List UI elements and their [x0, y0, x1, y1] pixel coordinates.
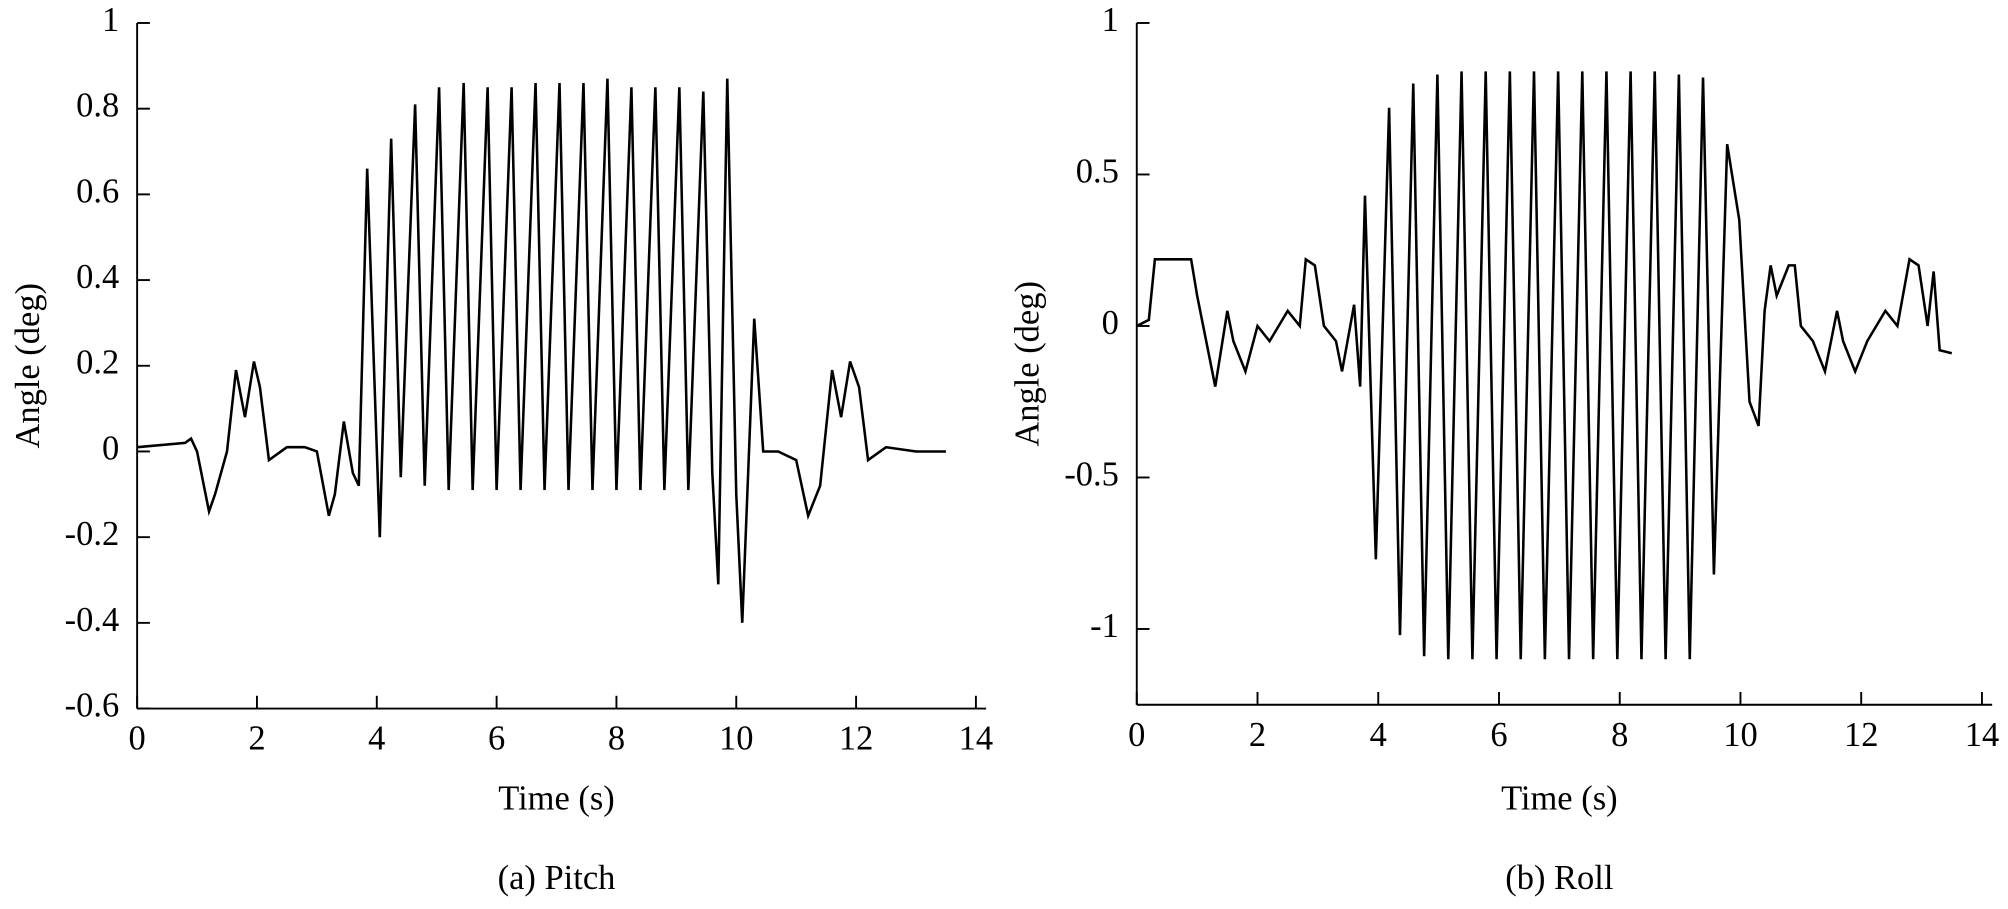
- x-tick-label: 0: [1128, 716, 1145, 754]
- y-tick-label: -0.5: [1064, 455, 1119, 493]
- y-tick-label: 0: [1102, 304, 1119, 342]
- y-tick-label: 0.6: [76, 172, 119, 210]
- x-tick-label: 12: [839, 720, 873, 758]
- y-tick-label: 0.8: [76, 87, 119, 125]
- x-tick-label: 10: [719, 720, 753, 758]
- x-tick-label: 14: [959, 720, 993, 758]
- x-tick-label: 8: [1611, 716, 1628, 754]
- y-axis-label: Angle (deg): [1009, 281, 1047, 447]
- caption: (a) Pitch: [498, 859, 616, 897]
- y-tick-label: 1: [1102, 1, 1119, 39]
- x-tick-label: 10: [1723, 716, 1757, 754]
- y-tick-label: 0: [102, 429, 119, 467]
- x-tick-label: 8: [608, 720, 625, 758]
- x-axis-label: Time (s): [1501, 780, 1618, 818]
- x-tick-label: 6: [1490, 716, 1507, 754]
- x-tick-label: 4: [1370, 716, 1387, 754]
- x-tick-label: 2: [1249, 716, 1266, 754]
- caption: (b) Roll: [1505, 859, 1613, 897]
- x-tick-label: 6: [488, 720, 505, 758]
- y-tick-label: 0.4: [76, 258, 119, 296]
- y-tick-label: -0.6: [65, 686, 120, 724]
- data-line: [1136, 71, 1953, 660]
- x-tick-label: 4: [368, 720, 385, 758]
- x-axis-label: Time (s): [498, 780, 615, 818]
- y-tick-label: 0.2: [76, 344, 119, 382]
- y-tick-label: 0.5: [1076, 152, 1119, 190]
- y-tick-label: -1: [1090, 607, 1119, 645]
- y-tick-label: 1: [102, 1, 119, 39]
- x-tick-label: 2: [248, 720, 265, 758]
- y-axis-label: Angle (deg): [9, 283, 47, 449]
- x-tick-label: 12: [1844, 716, 1878, 754]
- x-tick-label: 14: [1965, 716, 1999, 754]
- y-tick-label: -0.4: [65, 601, 120, 639]
- data-line: [137, 78, 946, 623]
- y-tick-label: -0.2: [65, 515, 120, 553]
- x-tick-label: 0: [129, 720, 146, 758]
